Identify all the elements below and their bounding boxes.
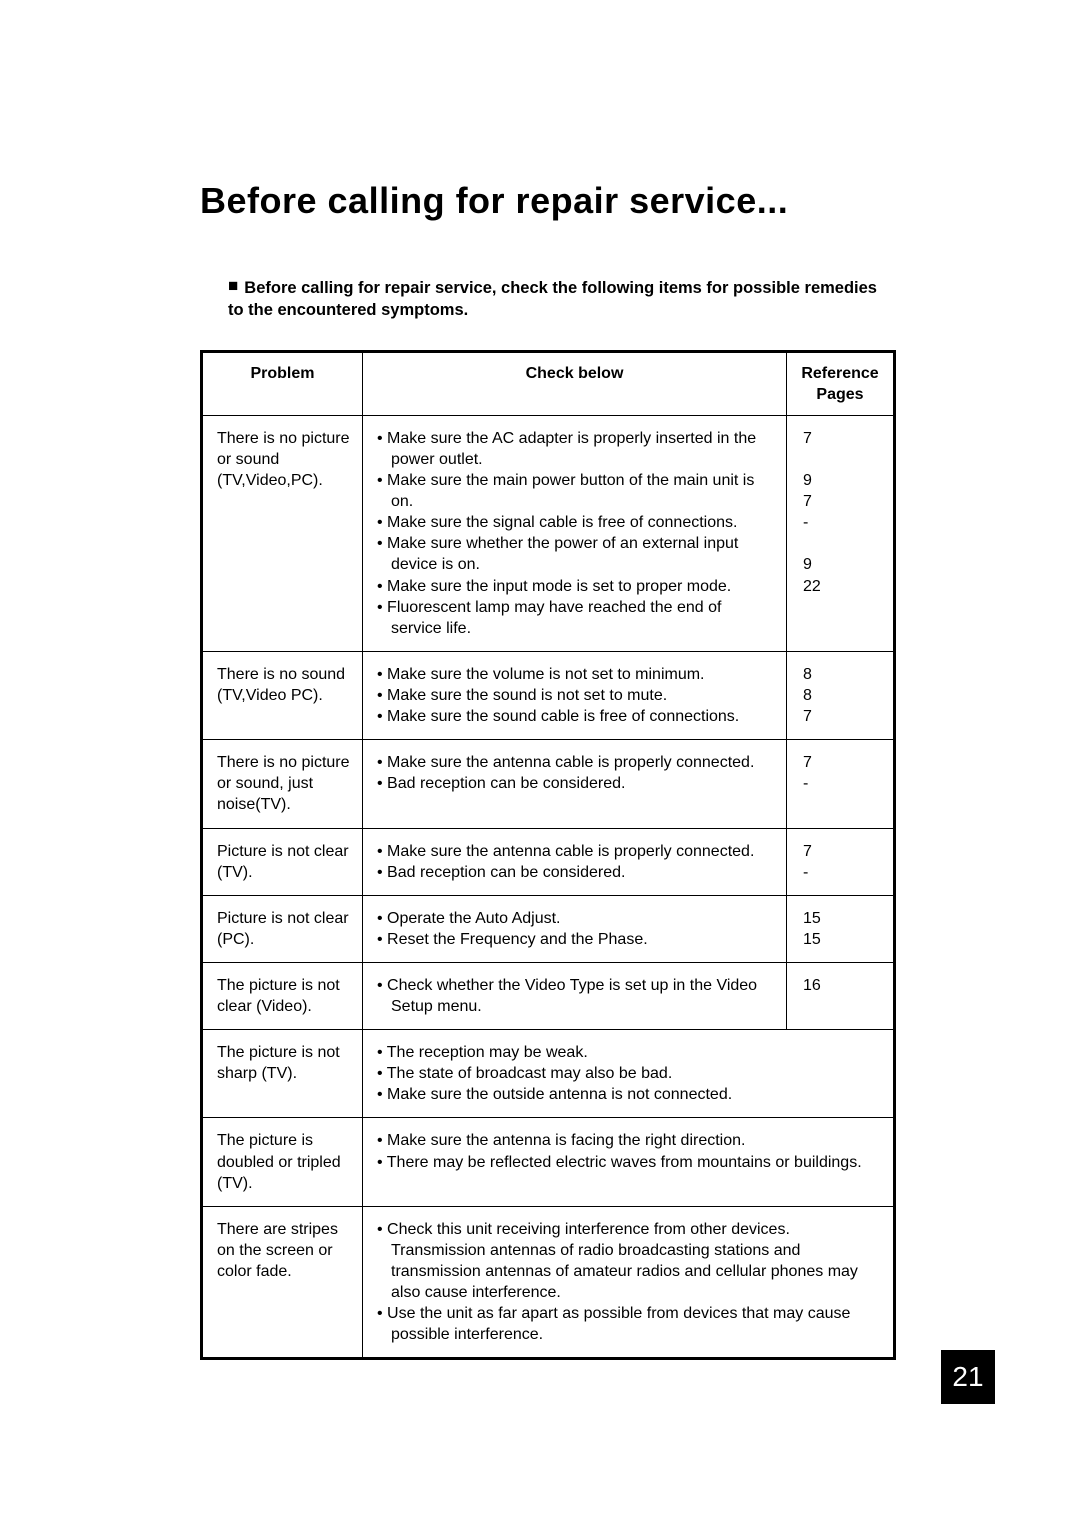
cell-check: Make sure the antenna cable is properly … (363, 828, 787, 895)
table-row: The picture is not sharp (TV).The recept… (202, 1030, 895, 1118)
cell-problem: There are stripes on the screen or color… (202, 1206, 363, 1359)
check-item: Make sure the AC adapter is properly ins… (377, 428, 774, 470)
check-item: Make sure the input mode is set to prope… (377, 576, 774, 597)
check-item: Make sure the antenna cable is properly … (377, 841, 774, 862)
table-row: There are stripes on the screen or color… (202, 1206, 895, 1359)
document-page: Before calling for repair service... ■Be… (0, 0, 1080, 1528)
intro-paragraph: ■Before calling for repair service, chec… (228, 277, 895, 322)
cell-problem: There is no picture or sound (TV,Video,P… (202, 415, 363, 651)
intro-text: Before calling for repair service, check… (228, 279, 877, 319)
check-item: Make sure the volume is not set to minim… (377, 664, 774, 685)
troubleshooting-table: Problem Check below Reference Pages Ther… (200, 350, 896, 1361)
cell-problem: The picture is doubled or tripled (TV). (202, 1118, 363, 1206)
cell-check: Make sure the AC adapter is properly ins… (363, 415, 787, 651)
check-item: Check whether the Video Type is set up i… (377, 975, 774, 1017)
page-title: Before calling for repair service... (200, 180, 895, 222)
page-number-badge: 21 (941, 1350, 995, 1404)
table-row: The picture is doubled or tripled (TV). M… (202, 1118, 895, 1206)
check-item: Use the unit as far apart as possible fr… (377, 1303, 881, 1345)
table-row: There is no picture or sound, just noise… (202, 740, 895, 828)
cell-check: Make sure the volume is not set to minim… (363, 651, 787, 739)
cell-problem: The picture is not sharp (TV). (202, 1030, 363, 1118)
header-problem: Problem (202, 351, 363, 415)
table-row: There is no sound (TV,Video PC). Make sur… (202, 651, 895, 739)
cell-pages: 7 - (787, 740, 895, 828)
cell-pages: 7 9 7 - 9 22 (787, 415, 895, 651)
table-row: Picture is not clear (PC).Operate the Au… (202, 895, 895, 962)
cell-problem: Picture is not clear (PC). (202, 895, 363, 962)
check-item: Make sure whether the power of an extern… (377, 533, 774, 575)
cell-check: Check whether the Video Type is set up i… (363, 962, 787, 1029)
check-item: Bad reception can be considered. (377, 773, 774, 794)
cell-check: The reception may be weak.The state of b… (363, 1030, 895, 1118)
header-pages: Reference Pages (787, 351, 895, 415)
cell-problem: There is no picture or sound, just noise… (202, 740, 363, 828)
square-bullet-icon: ■ (228, 277, 238, 294)
check-item: Make sure the main power button of the m… (377, 470, 774, 512)
table-row: The picture is not clear (Video). Check w… (202, 962, 895, 1029)
table-body: There is no picture or sound (TV,Video,P… (202, 415, 895, 1359)
check-item: There may be reflected electric waves fr… (377, 1152, 881, 1173)
check-item: Make sure the sound is not set to mute. (377, 685, 774, 706)
cell-check: Make sure the antenna cable is properly … (363, 740, 787, 828)
check-item: Bad reception can be considered. (377, 862, 774, 883)
check-item: Make sure the sound cable is free of con… (377, 706, 774, 727)
cell-problem: The picture is not clear (Video). (202, 962, 363, 1029)
check-item: Reset the Frequency and the Phase. (377, 929, 774, 950)
check-item: Make sure the antenna is facing the righ… (377, 1130, 881, 1151)
check-item: Fluorescent lamp may have reached the en… (377, 597, 774, 639)
table-header-row: Problem Check below Reference Pages (202, 351, 895, 415)
cell-pages: 16 (787, 962, 895, 1029)
check-item: Make sure the signal cable is free of co… (377, 512, 774, 533)
check-item: Make sure the antenna cable is properly … (377, 752, 774, 773)
cell-check: Operate the Auto Adjust.Reset the Freque… (363, 895, 787, 962)
table-row: Picture is not clear (TV). Make sure the … (202, 828, 895, 895)
cell-pages: 7 - (787, 828, 895, 895)
cell-problem: Picture is not clear (TV). (202, 828, 363, 895)
check-item: The state of broadcast may also be bad. (377, 1063, 881, 1084)
cell-check: Make sure the antenna is facing the righ… (363, 1118, 895, 1206)
cell-pages: 15 15 (787, 895, 895, 962)
check-item: The reception may be weak. (377, 1042, 881, 1063)
check-item: Check this unit receiving interference f… (377, 1219, 881, 1303)
cell-problem: There is no sound (TV,Video PC). (202, 651, 363, 739)
header-check: Check below (363, 351, 787, 415)
cell-pages: 8 8 7 (787, 651, 895, 739)
cell-check: Check this unit receiving interference f… (363, 1206, 895, 1359)
check-item: Operate the Auto Adjust. (377, 908, 774, 929)
check-item: Make sure the outside antenna is not con… (377, 1084, 881, 1105)
table-row: There is no picture or sound (TV,Video,P… (202, 415, 895, 651)
